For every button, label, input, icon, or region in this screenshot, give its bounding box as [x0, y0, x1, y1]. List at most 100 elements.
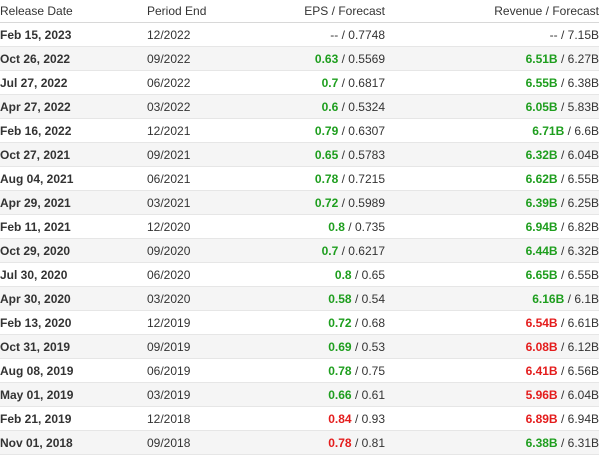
- revenue-actual-value: 6.05B: [525, 100, 558, 114]
- eps-actual-value: 0.72: [314, 196, 339, 210]
- revenue-forecast-value: 6.32B: [567, 244, 599, 258]
- table-row: Feb 21, 2019 12/2018 0.84 / 0.93 6.89B / 6.…: [0, 407, 599, 431]
- column-header-revenue[interactable]: Revenue / Forecast: [494, 0, 599, 23]
- revenue-forecast-value: 6.82B: [567, 220, 599, 234]
- revenue-separator: /: [560, 244, 565, 258]
- eps-actual-value: 0.79: [314, 124, 339, 138]
- revenue-cell: 6.08B / 6.12B: [526, 335, 599, 359]
- eps-forecast-value: 0.5324: [348, 100, 385, 114]
- revenue-actual-value: 6.62B: [525, 172, 558, 186]
- revenue-actual-value: --: [549, 28, 558, 42]
- eps-separator: /: [341, 52, 345, 66]
- eps-actual-value: --: [330, 28, 339, 42]
- revenue-separator: /: [560, 172, 565, 186]
- column-header-eps[interactable]: EPS / Forecast: [304, 0, 385, 23]
- column-header-period-end[interactable]: Period End: [147, 4, 207, 18]
- eps-separator: /: [354, 268, 359, 282]
- revenue-separator: /: [560, 52, 565, 66]
- revenue-actual-value: 6.38B: [525, 436, 558, 450]
- revenue-separator: /: [560, 436, 565, 450]
- eps-forecast-value: 0.75: [361, 364, 385, 378]
- table-row: Apr 27, 2022 03/2022 0.6 / 0.5324 6.05B / 5…: [0, 95, 599, 119]
- eps-cell: 0.6 / 0.5324: [322, 95, 385, 119]
- eps-forecast-value: 0.65: [361, 268, 385, 282]
- eps-cell: 0.8 / 0.735: [328, 215, 385, 239]
- table-row: Feb 11, 2021 12/2020 0.8 / 0.735 6.94B / 6.…: [0, 215, 599, 239]
- revenue-cell: 6.71B / 6.6B: [532, 119, 599, 143]
- period-end-cell: 03/2019: [147, 388, 191, 402]
- revenue-actual-value: 6.08B: [525, 340, 558, 354]
- revenue-forecast-value: 6.31B: [567, 436, 599, 450]
- eps-actual-value: 0.72: [328, 316, 352, 330]
- table-body: Feb 15, 2023 12/2022 -- / 0.7748 -- / 7.15B…: [0, 23, 599, 455]
- revenue-forecast-header-label: Forecast: [552, 4, 599, 18]
- release-date-cell: Aug 04, 2021: [0, 172, 74, 186]
- revenue-separator: /: [560, 316, 565, 330]
- eps-cell: 0.72 / 0.68: [328, 311, 385, 335]
- period-end-cell: 06/2022: [147, 76, 191, 90]
- revenue-separator: /: [560, 268, 565, 282]
- revenue-header-separator: /: [545, 4, 549, 18]
- eps-forecast-value: 0.7748: [348, 28, 385, 42]
- eps-cell: 0.63 / 0.5569: [315, 47, 385, 71]
- table-header-row: Release Date Period End EPS / Forecast R…: [0, 0, 599, 23]
- release-date-cell: Nov 01, 2018: [0, 436, 73, 450]
- eps-actual-value: 0.78: [328, 436, 352, 450]
- eps-forecast-header-label: Forecast: [338, 4, 385, 18]
- table-row: Oct 29, 2020 09/2020 0.7 / 0.6217 6.44B / 6…: [0, 239, 599, 263]
- revenue-separator: /: [567, 292, 571, 306]
- eps-cell: 0.66 / 0.61: [328, 383, 385, 407]
- eps-header-label: EPS: [304, 4, 329, 18]
- revenue-forecast-value: 6.04B: [567, 148, 599, 162]
- revenue-cell: 6.94B / 6.82B: [526, 215, 599, 239]
- revenue-forecast-value: 6.38B: [567, 76, 599, 90]
- eps-separator: /: [354, 412, 359, 426]
- eps-forecast-value: 0.54: [361, 292, 385, 306]
- eps-cell: 0.78 / 0.7215: [315, 167, 385, 191]
- eps-forecast-value: 0.93: [361, 412, 385, 426]
- period-end-cell: 03/2020: [147, 292, 191, 306]
- revenue-actual-value: 6.39B: [525, 196, 558, 210]
- eps-actual-value: 0.6: [321, 100, 339, 114]
- eps-separator: /: [341, 124, 345, 138]
- period-end-cell: 12/2019: [147, 316, 191, 330]
- period-end-cell: 12/2018: [147, 412, 191, 426]
- revenue-actual-value: 6.41B: [525, 364, 558, 378]
- revenue-cell: 6.16B / 6.1B: [532, 287, 599, 311]
- eps-separator: /: [354, 340, 359, 354]
- eps-forecast-value: 0.6217: [348, 244, 385, 258]
- revenue-cell: 6.05B / 5.83B: [526, 95, 599, 119]
- table-row: Oct 27, 2021 09/2021 0.65 / 0.5783 6.32B / …: [0, 143, 599, 167]
- eps-forecast-value: 0.5569: [348, 52, 385, 66]
- revenue-cell: 6.62B / 6.55B: [526, 167, 599, 191]
- table-row: May 01, 2019 03/2019 0.66 / 0.61 5.96B / 6.…: [0, 383, 599, 407]
- eps-actual-value: 0.66: [328, 388, 352, 402]
- revenue-actual-value: 5.96B: [525, 388, 558, 402]
- eps-cell: 0.78 / 0.75: [328, 359, 385, 383]
- revenue-forecast-value: 6.94B: [567, 412, 599, 426]
- eps-forecast-value: 0.5783: [348, 148, 385, 162]
- revenue-actual-value: 6.51B: [525, 52, 558, 66]
- eps-separator: /: [354, 436, 359, 450]
- revenue-forecast-value: 6.55B: [567, 268, 599, 282]
- revenue-actual-value: 6.89B: [525, 412, 558, 426]
- revenue-forecast-value: 6.6B: [574, 124, 599, 138]
- eps-forecast-value: 0.6307: [348, 124, 385, 138]
- eps-actual-value: 0.65: [314, 148, 339, 162]
- eps-cell: 0.84 / 0.93: [328, 407, 385, 431]
- eps-separator: /: [341, 196, 345, 210]
- release-date-cell: Feb 16, 2022: [0, 124, 72, 138]
- column-header-release-date[interactable]: Release Date: [0, 4, 73, 18]
- revenue-cell: 6.38B / 6.31B: [526, 431, 599, 455]
- period-end-cell: 12/2022: [147, 28, 191, 42]
- eps-separator: /: [341, 148, 345, 162]
- release-date-cell: Jul 27, 2022: [0, 76, 68, 90]
- revenue-forecast-value: 5.83B: [567, 100, 599, 114]
- revenue-separator: /: [560, 388, 565, 402]
- table-row: Aug 08, 2019 06/2019 0.78 / 0.75 6.41B / 6.…: [0, 359, 599, 383]
- eps-cell: 0.7 / 0.6217: [322, 239, 385, 263]
- release-date-cell: Jul 30, 2020: [0, 268, 68, 282]
- revenue-forecast-value: 7.15B: [567, 28, 599, 42]
- table-row: Aug 04, 2021 06/2021 0.78 / 0.7215 6.62B / …: [0, 167, 599, 191]
- eps-forecast-value: 0.61: [361, 388, 385, 402]
